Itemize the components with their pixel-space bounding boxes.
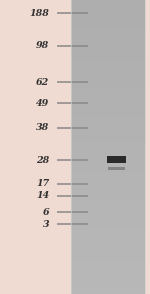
Bar — [71, 68, 145, 74]
Bar — [71, 93, 145, 98]
Bar — [71, 230, 145, 235]
Bar — [71, 59, 145, 64]
Bar — [71, 152, 145, 157]
Bar — [71, 166, 145, 171]
Bar — [71, 245, 145, 250]
Bar — [71, 0, 145, 5]
Bar — [71, 274, 145, 279]
Text: 49: 49 — [36, 99, 50, 108]
Bar — [71, 147, 145, 152]
Bar — [71, 5, 145, 10]
Text: 38: 38 — [36, 123, 50, 132]
Bar — [71, 73, 145, 78]
Bar — [71, 156, 145, 162]
Bar — [71, 211, 145, 216]
Bar — [71, 240, 145, 245]
Bar — [108, 167, 124, 170]
Bar — [71, 264, 145, 270]
Bar — [71, 215, 145, 220]
Bar — [71, 255, 145, 260]
Bar — [71, 39, 145, 44]
Text: 14: 14 — [36, 191, 50, 200]
Bar — [71, 201, 145, 206]
Bar — [71, 250, 145, 255]
Bar — [71, 142, 145, 147]
Bar — [71, 14, 145, 20]
Bar — [71, 34, 145, 39]
Bar — [71, 269, 145, 274]
Bar — [71, 284, 145, 289]
Bar — [71, 49, 145, 54]
Bar — [71, 196, 145, 201]
Text: 6: 6 — [43, 208, 50, 217]
Bar — [71, 259, 145, 265]
Bar — [71, 78, 145, 83]
Bar — [71, 176, 145, 181]
Bar — [71, 186, 145, 191]
Text: 188: 188 — [30, 9, 50, 18]
Bar — [71, 235, 145, 240]
Text: 17: 17 — [36, 179, 50, 188]
Bar — [71, 220, 145, 225]
Bar — [71, 83, 145, 88]
Bar — [0, 0, 71, 294]
Bar — [71, 161, 145, 167]
Text: 3: 3 — [43, 220, 50, 228]
Bar — [71, 24, 145, 29]
Bar — [71, 225, 145, 230]
Bar — [71, 137, 145, 142]
Text: 28: 28 — [36, 156, 50, 165]
Bar — [71, 117, 145, 123]
Bar — [71, 64, 145, 69]
Bar — [106, 156, 126, 163]
Bar — [71, 108, 145, 113]
Bar — [71, 9, 145, 15]
Bar — [71, 127, 145, 132]
Bar — [71, 122, 145, 127]
Bar — [71, 191, 145, 196]
Bar — [71, 132, 145, 137]
Bar — [71, 44, 145, 49]
Bar — [71, 181, 145, 186]
Bar — [71, 171, 145, 176]
Bar — [71, 19, 145, 24]
Bar — [71, 289, 145, 294]
Bar — [71, 29, 145, 34]
Bar — [71, 54, 145, 59]
Text: 62: 62 — [36, 78, 50, 87]
Bar — [71, 98, 145, 103]
Bar — [71, 88, 145, 93]
Bar — [71, 206, 145, 211]
Text: 98: 98 — [36, 41, 50, 50]
Bar — [71, 279, 145, 284]
Bar — [71, 103, 145, 108]
Bar — [71, 112, 145, 118]
